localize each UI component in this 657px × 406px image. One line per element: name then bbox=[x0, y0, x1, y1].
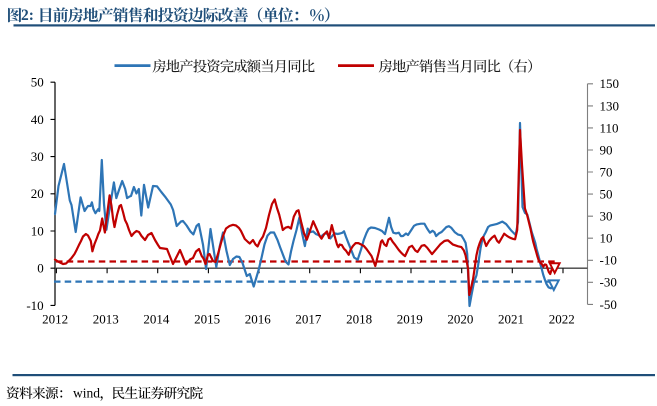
svg-text:2022: 2022 bbox=[549, 312, 575, 327]
svg-text:0: 0 bbox=[37, 261, 44, 276]
svg-text:-30: -30 bbox=[600, 275, 617, 290]
svg-text:90: 90 bbox=[600, 142, 613, 157]
svg-text:wind: wind bbox=[73, 386, 100, 401]
svg-text:2019: 2019 bbox=[397, 312, 423, 327]
svg-text:-10: -10 bbox=[26, 298, 43, 313]
svg-text:2021: 2021 bbox=[498, 312, 524, 327]
svg-text:10: 10 bbox=[31, 223, 44, 238]
svg-text:-10: -10 bbox=[600, 253, 617, 268]
svg-text:110: 110 bbox=[600, 120, 619, 135]
svg-text:2017: 2017 bbox=[295, 312, 322, 327]
svg-text:-50: -50 bbox=[600, 297, 617, 312]
svg-text:30: 30 bbox=[600, 209, 613, 224]
svg-text:50: 50 bbox=[600, 187, 613, 202]
svg-text:2020: 2020 bbox=[447, 312, 473, 327]
svg-text:10: 10 bbox=[600, 231, 613, 246]
svg-text:2015: 2015 bbox=[194, 312, 220, 327]
svg-text:150: 150 bbox=[600, 76, 620, 91]
svg-text:2:: 2: bbox=[21, 7, 34, 24]
svg-text:40: 40 bbox=[31, 112, 44, 127]
svg-text:2016: 2016 bbox=[245, 312, 272, 327]
svg-text:70: 70 bbox=[600, 164, 613, 179]
svg-text:2014: 2014 bbox=[143, 312, 170, 327]
svg-text:30: 30 bbox=[31, 149, 44, 164]
svg-text:130: 130 bbox=[600, 98, 620, 113]
svg-text:2013: 2013 bbox=[93, 312, 119, 327]
svg-text:20: 20 bbox=[31, 186, 44, 201]
svg-text:2018: 2018 bbox=[346, 312, 372, 327]
svg-text:2012: 2012 bbox=[42, 312, 68, 327]
svg-text:50: 50 bbox=[31, 75, 44, 90]
